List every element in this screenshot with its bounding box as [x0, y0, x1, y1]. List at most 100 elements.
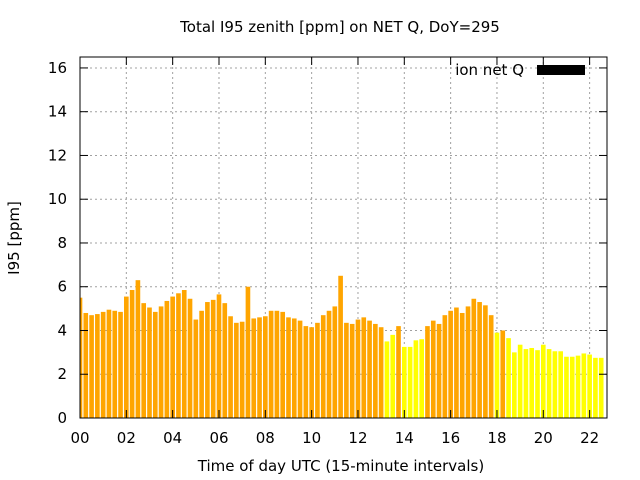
- bar: [268, 310, 274, 418]
- bar: [147, 307, 152, 418]
- bar: [506, 338, 511, 418]
- bar: [454, 307, 459, 418]
- bar: [100, 311, 106, 418]
- bar: [141, 303, 147, 418]
- bar: [465, 306, 471, 418]
- bar: [274, 310, 280, 418]
- bar: [83, 312, 89, 418]
- x-tick-label: 06: [209, 429, 228, 447]
- bar: [332, 306, 338, 418]
- bar: [587, 354, 592, 418]
- bar: [297, 320, 303, 418]
- bar: [315, 322, 320, 418]
- bar: [581, 353, 587, 418]
- bar: [106, 309, 112, 418]
- bar: [355, 319, 361, 418]
- x-tick-label: 10: [302, 429, 321, 447]
- bar: [181, 290, 187, 418]
- y-tick-label: 14: [48, 103, 67, 121]
- x-tick-label: 14: [395, 429, 414, 447]
- bar: [251, 318, 257, 418]
- y-tick-label: 12: [48, 146, 67, 164]
- bar: [280, 311, 286, 418]
- bar: [193, 319, 199, 418]
- bar: [118, 311, 123, 418]
- bar: [228, 316, 233, 418]
- x-tick-label: 18: [487, 429, 506, 447]
- y-tick-label: 6: [57, 278, 67, 296]
- bar: [575, 355, 581, 418]
- bar: [430, 320, 436, 418]
- bar: [245, 286, 251, 418]
- bar: [419, 339, 424, 418]
- bar: [320, 315, 326, 418]
- bars: [80, 275, 604, 418]
- x-tick-label: 16: [441, 429, 460, 447]
- bar: [477, 302, 482, 418]
- bar: [158, 306, 164, 418]
- bar: [170, 296, 175, 418]
- bar: [448, 310, 453, 418]
- x-tick-label: 00: [70, 429, 89, 447]
- bar: [413, 340, 419, 418]
- bar: [564, 356, 569, 418]
- bar: [338, 275, 343, 418]
- bar: [187, 298, 193, 418]
- bar: [210, 299, 216, 418]
- bar: [286, 317, 291, 418]
- x-tick-label: 12: [348, 429, 367, 447]
- bar: [303, 326, 309, 418]
- bar: [373, 323, 378, 418]
- bar: [401, 346, 407, 418]
- bar: [425, 326, 430, 418]
- bar: [384, 341, 390, 418]
- bar: [517, 344, 523, 418]
- bar: [234, 322, 239, 418]
- bar: [239, 321, 245, 418]
- bar: [407, 346, 413, 418]
- bar: [378, 327, 384, 418]
- bar: [89, 315, 94, 418]
- bar: [361, 317, 367, 418]
- bar: [396, 326, 401, 418]
- bar: [176, 293, 181, 418]
- bar: [500, 330, 506, 418]
- legend-label: ion net Q: [455, 61, 524, 79]
- y-tick-label: 16: [48, 59, 67, 77]
- bar: [95, 314, 100, 418]
- bar: [546, 349, 552, 418]
- y-tick-label: 10: [48, 190, 67, 208]
- bar: [488, 315, 494, 418]
- bar: [390, 334, 396, 418]
- legend-swatch: [537, 65, 585, 75]
- bar: [164, 300, 170, 418]
- bar: [349, 323, 355, 418]
- y-tick-label: 4: [57, 321, 67, 339]
- x-axis-label: Time of day UTC (15-minute intervals): [197, 457, 484, 475]
- bar: [552, 351, 558, 418]
- bar: [326, 310, 332, 418]
- x-tick-label: 08: [256, 429, 275, 447]
- bar: [529, 347, 535, 418]
- x-tick-label: 22: [580, 429, 599, 447]
- bar: [257, 317, 262, 418]
- bar: [199, 310, 204, 418]
- bar: [558, 351, 563, 418]
- x-tick-label: 02: [117, 429, 136, 447]
- bar: [344, 322, 349, 418]
- bar: [436, 323, 442, 418]
- bar: [598, 357, 604, 418]
- bar: [593, 357, 598, 418]
- x-tick-label: 04: [163, 429, 182, 447]
- bar: [494, 332, 500, 418]
- y-axis-label: I95 [ppm]: [5, 201, 23, 275]
- bar: [152, 311, 158, 418]
- bar: [540, 344, 546, 418]
- chart-title: Total I95 zenith [ppm] on NET Q, DoY=295: [179, 18, 500, 36]
- legend: ion net Q: [455, 61, 585, 79]
- bar: [222, 303, 228, 418]
- bar: [309, 327, 314, 418]
- bar: [129, 290, 135, 418]
